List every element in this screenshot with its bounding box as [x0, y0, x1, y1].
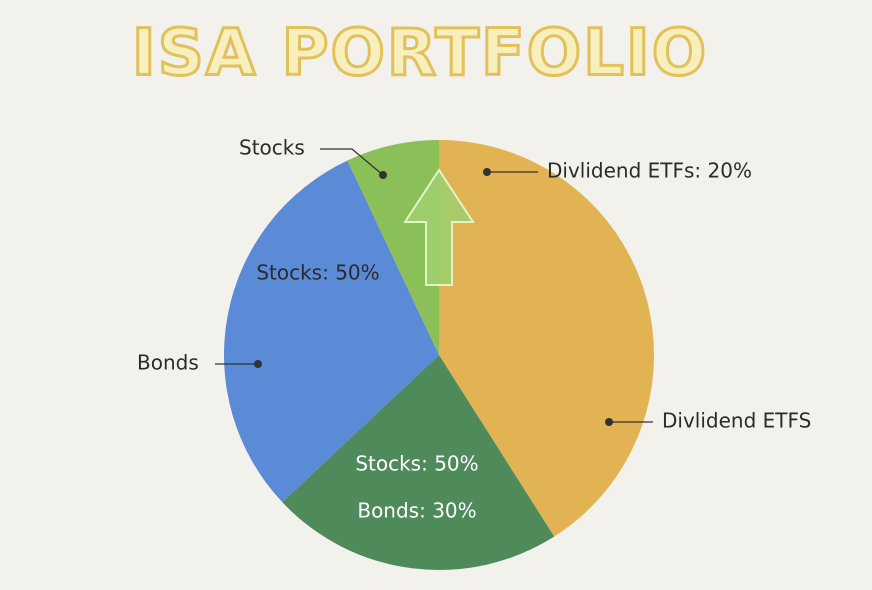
pie-slice: [347, 140, 439, 355]
pie-slice: [282, 355, 555, 571]
annotation: Bonds: [137, 351, 199, 375]
pie: [224, 140, 655, 571]
annotation: Stocks: 50%: [355, 452, 478, 476]
annotation: Bonds: 30%: [357, 499, 476, 523]
annotations: Stocks Divlidend ETFs: 20% Stocks: 50% Bond…: [137, 136, 811, 523]
up-arrow: [403, 168, 475, 286]
annotation: Stocks: 50%: [256, 261, 379, 285]
leader-dot: [254, 360, 262, 368]
pie-slice: [439, 140, 655, 537]
pie-slice: [224, 160, 439, 503]
leader-dot: [605, 418, 613, 426]
leader-dot: [379, 171, 387, 179]
annotation: Divlidend ETFS: [662, 409, 811, 433]
leader-dot: [483, 168, 491, 176]
annotation: Divlidend ETFs: 20%: [547, 159, 752, 183]
chart-title: ISA PORTFOLIO: [132, 17, 708, 91]
leader-line: [320, 148, 384, 176]
annotation: Stocks: [239, 136, 305, 160]
